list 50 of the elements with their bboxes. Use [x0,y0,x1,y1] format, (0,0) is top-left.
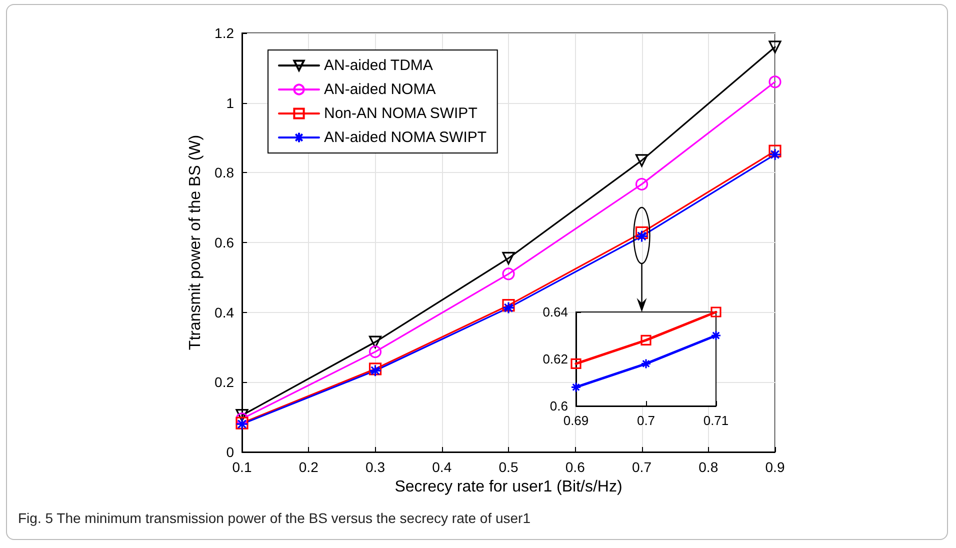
y-tick-label: 0.62 [542,352,568,366]
x-tick-label: 0.71 [703,413,729,428]
point [635,230,648,243]
y-axis-title: Ttransmit power of the BS (W) [187,134,204,350]
x-tick-label: 0.69 [563,413,589,428]
x-tick-label: 0.6 [565,459,586,475]
y-tick-label: 1.2 [214,25,234,41]
point [368,345,382,358]
y-tick-label: 0 [226,444,234,460]
point [768,76,782,88]
x-tick-label: 0.3 [366,459,386,475]
y-tick-label: 0.2 [214,374,234,390]
x-tick-label: 0.2 [298,459,319,475]
point [710,306,722,318]
point [768,40,782,54]
legend-label: AN-aided NOMA SWIPT [324,129,487,146]
point [368,336,382,348]
legend-label: AN-aided TDMA [324,57,433,74]
y-tick-label: 0.8 [214,164,234,181]
x-tick-label: 0.9 [765,459,785,475]
point [710,330,722,341]
point [502,301,515,314]
x-tick-label: 0.1 [232,459,252,475]
x-tick-label: 0.7 [632,459,652,475]
x-tick-label: 0.8 [698,459,718,475]
point [502,299,515,312]
point [768,148,782,161]
point [768,144,782,158]
point [502,252,515,265]
y-tick-label: 0.6 [550,398,568,414]
y-tick-label: 0.6 [214,234,234,250]
point [635,226,648,240]
point [570,382,582,392]
legend-label: AN-aided NOMA [324,81,436,98]
x-tick-label: 0.5 [498,459,518,475]
y-tick-label: 0.64 [542,304,568,320]
point [236,409,248,422]
point [502,268,515,280]
y-tick-label: 1 [226,94,234,111]
point [570,358,582,369]
x-tick-label: 0.4 [432,459,452,475]
y-tick-label: 0.4 [214,304,234,320]
point [640,358,652,369]
caption: Fig. 5 The minimum transmission power of the BS versus the secrecy rate of user1 [18,510,531,526]
point [635,178,648,190]
point [635,154,648,167]
x-axis-title: Secrecy rate for user1 (Bit/s/Hz) [394,478,622,496]
x-tick-label: 0.7 [636,413,656,428]
point [640,334,652,346]
legend-label: Non-AN NOMA SWIPT [324,105,478,122]
